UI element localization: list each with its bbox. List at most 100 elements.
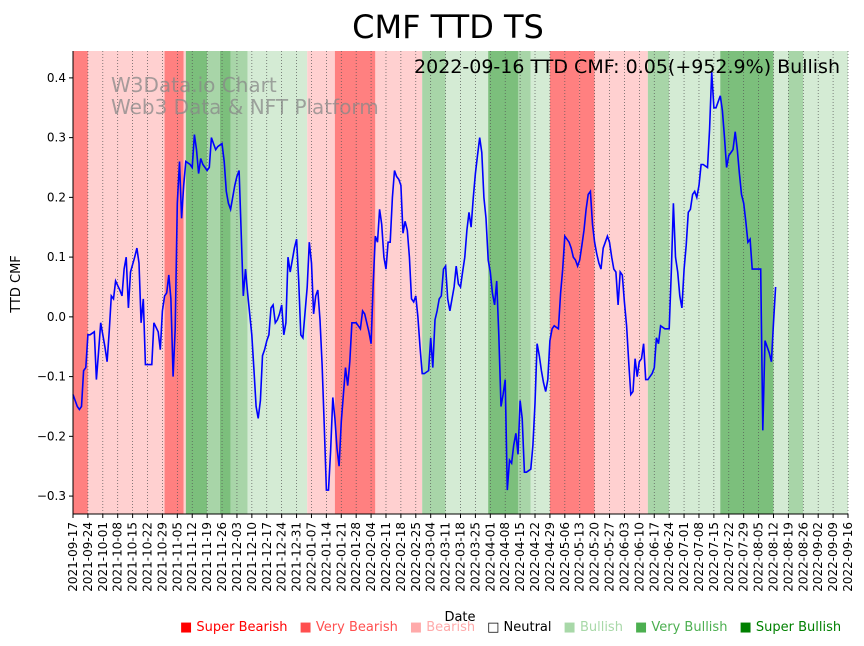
x-tick-label: 2022-01-21 — [334, 522, 348, 592]
x-tick-label: 2021-09-24 — [81, 522, 95, 592]
x-tick-label: 2021-12-10 — [245, 522, 259, 592]
x-tick-label: 2022-07-22 — [722, 522, 736, 592]
x-tick-label: 2022-03-04 — [424, 522, 438, 592]
x-tick-label: 2022-05-20 — [588, 522, 602, 592]
legend-swatch: ■ — [634, 620, 652, 635]
x-tick-label: 2022-06-24 — [662, 522, 676, 592]
x-tick-label: 2022-07-08 — [692, 522, 706, 592]
legend-label: Very Bullish — [651, 620, 728, 635]
legend-entry-neutral: □ Neutral — [487, 620, 551, 635]
watermark-line-2: Web3 Data & NFT Platform — [111, 95, 379, 119]
x-tick-label: 2021-12-24 — [275, 522, 289, 592]
x-tick-label: 2022-04-08 — [498, 522, 512, 592]
regime-band — [803, 51, 848, 514]
x-tick-label: 2021-10-29 — [155, 522, 169, 592]
y-tick-label: 0.3 — [47, 131, 66, 145]
regime-band — [185, 51, 208, 514]
legend-label: Neutral — [503, 620, 552, 635]
x-tick-label: 2021-12-17 — [260, 522, 274, 592]
legend-swatch: ■ — [563, 620, 580, 635]
x-tick-label: 2021-11-19 — [200, 522, 214, 592]
legend-entry-super-bearish: ■ Super Bearish — [180, 620, 288, 635]
x-tick-label: 2022-09-02 — [811, 522, 825, 592]
x-tick-label: 2022-04-15 — [513, 522, 527, 592]
x-tick-label: 2022-05-06 — [558, 522, 572, 592]
y-tick-label: 0.4 — [47, 71, 66, 85]
x-tick-label: 2022-03-11 — [439, 522, 453, 592]
x-axis-label: Date — [444, 610, 475, 625]
y-tick-label: 0.1 — [47, 250, 66, 264]
legend-label: Super Bearish — [196, 620, 288, 635]
y-tick-label: −0.1 — [37, 370, 66, 384]
legend-label: Very Bearish — [315, 620, 398, 635]
regime-band — [73, 51, 88, 514]
x-tick-label: 2022-01-14 — [319, 522, 333, 592]
y-axis-label: TTD CMF — [9, 255, 24, 314]
x-tick-label: 2022-04-22 — [528, 522, 542, 592]
legend: ■ Super Bearish ■ Very Bearish ■ Bearish □ … — [180, 620, 853, 635]
series-line-ttd-cmf — [72, 71, 777, 491]
regime-band — [669, 51, 721, 514]
x-tick-label: 2022-04-01 — [483, 522, 497, 592]
x-tick-label: 2021-10-01 — [96, 522, 110, 592]
regime-band — [445, 51, 489, 514]
chart-annotation: 2022-09-16 TTD CMF: 0.05(+952.9%) Bullis… — [414, 56, 840, 78]
y-tick-label: 0.2 — [47, 190, 66, 204]
legend-swatch: □ — [487, 620, 504, 635]
regime-band — [183, 51, 186, 514]
x-tick-label: 2022-05-27 — [603, 522, 617, 592]
x-tick-label: 2021-09-17 — [66, 522, 80, 592]
x-tick-label: 2022-04-29 — [543, 522, 557, 592]
legend-entry-super-bullish: ■ Super Bullish — [739, 620, 841, 635]
regime-band — [647, 51, 670, 514]
regime-band — [334, 51, 376, 514]
chart-title: CMF TTD TS — [352, 8, 544, 46]
x-tick-label: 2022-03-18 — [454, 522, 468, 592]
x-tick-label: 2022-07-01 — [677, 522, 691, 592]
x-tick-label: 2022-08-26 — [796, 522, 810, 592]
x-tick-label: 2022-05-13 — [573, 522, 587, 592]
regime-band — [788, 51, 804, 514]
x-tick-label: 2022-02-25 — [409, 522, 423, 592]
x-tick-label: 2022-08-12 — [767, 522, 781, 592]
x-tick-label: 2022-01-28 — [349, 522, 363, 592]
regime-band — [422, 51, 446, 514]
legend-label: Bullish — [579, 620, 623, 635]
x-tick-label: 2022-03-25 — [468, 522, 482, 592]
x-tick-label: 2021-10-08 — [111, 522, 125, 592]
legend-entry-bearish: ■ Bearish — [410, 620, 475, 635]
legend-swatch: ■ — [739, 620, 756, 635]
x-tick-label: 2022-06-03 — [617, 522, 631, 592]
legend-entry-very-bearish: ■ Very Bearish — [300, 620, 398, 635]
regime-band — [594, 51, 648, 514]
y-tick-label: −0.2 — [37, 429, 66, 443]
regime-band — [247, 51, 308, 514]
x-tick-label: 2022-06-10 — [632, 522, 646, 592]
x-tick-label: 2022-08-05 — [752, 522, 766, 592]
regime-band — [488, 51, 518, 514]
x-tick-label: 2021-11-12 — [185, 522, 199, 592]
x-tick-label: 2022-06-17 — [647, 522, 661, 592]
legend-swatch: ■ — [409, 620, 427, 635]
regime-band — [773, 51, 789, 514]
regime-band — [230, 51, 248, 514]
x-tick-label: 2021-12-31 — [290, 522, 304, 592]
legend-entry-very-bullish: ■ Very Bullish — [635, 620, 727, 635]
legend-swatch: ■ — [299, 620, 316, 635]
watermark-line-1: W3Data.io Chart — [111, 73, 277, 97]
x-tick-label: 2022-09-09 — [826, 522, 840, 592]
x-tick-label: 2021-11-26 — [215, 522, 229, 592]
x-tick-label: 2021-11-05 — [170, 522, 184, 592]
x-tick-label: 2022-07-15 — [707, 522, 721, 592]
legend-swatch: ■ — [180, 620, 197, 635]
x-tick-label: 2021-12-03 — [230, 522, 244, 592]
x-tick-label: 2022-01-07 — [305, 522, 319, 592]
regime-band — [375, 51, 423, 514]
regime-band — [720, 51, 774, 514]
x-tick-label: 2021-10-22 — [141, 522, 155, 592]
x-tick-label: 2022-09-16 — [841, 522, 855, 592]
regime-band — [207, 51, 220, 514]
x-tick-label: 2022-02-04 — [364, 522, 378, 592]
x-tick-label: 2021-10-15 — [126, 522, 140, 592]
